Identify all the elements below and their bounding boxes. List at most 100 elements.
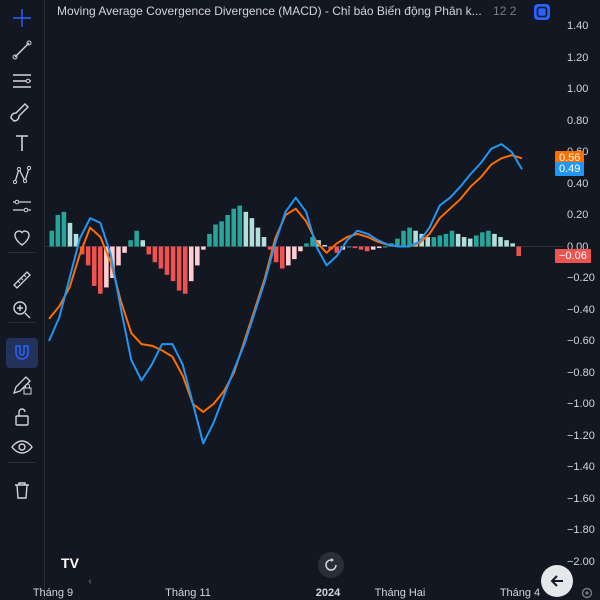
brush-tool-button[interactable]: [6, 98, 38, 128]
histogram-bar: [116, 246, 121, 266]
reset-icon: [325, 558, 337, 571]
histogram-bar: [201, 246, 206, 250]
y-axis-label: −1.20: [567, 429, 595, 442]
histogram-bar: [55, 215, 61, 247]
lock-drawing-tool-button[interactable]: [6, 370, 38, 400]
histogram-bar: [358, 246, 364, 250]
histogram-bar: [261, 237, 267, 247]
histogram-bar: [98, 246, 103, 294]
histogram-bar: [207, 233, 212, 247]
magnet-icon: [15, 345, 29, 360]
horizontal-lines-tool-button[interactable]: [6, 66, 38, 96]
histogram-bar: [134, 230, 139, 247]
histogram-bar: [176, 246, 182, 291]
signal-line[interactable]: [48, 154, 523, 413]
histogram-bar: [61, 211, 67, 247]
histogram-bar: [91, 246, 97, 286]
histogram-bar: [49, 230, 55, 247]
histogram-value-badge: −0.06: [555, 248, 591, 263]
histogram-bar: [213, 224, 218, 247]
histogram-bar: [164, 246, 170, 275]
histogram-bar: [73, 233, 79, 247]
y-axis-label: −0.40: [567, 303, 595, 316]
y-axis-label: −1.60: [567, 492, 595, 505]
indicator-settings-button[interactable]: [531, 1, 553, 23]
indicator-params: 12 26 clos...: [493, 4, 517, 18]
magnet-tool-button[interactable]: [6, 338, 38, 368]
unlock-icon: [15, 408, 29, 426]
ruler-tool-button[interactable]: [6, 265, 38, 295]
histogram-bar: [413, 230, 418, 247]
histogram-bar: [480, 232, 485, 247]
crosshair-icon: [13, 9, 31, 27]
tradingview-logo-icon[interactable]: TV: [61, 555, 79, 571]
back-button[interactable]: [541, 565, 573, 597]
y-axis-label: −0.20: [567, 272, 595, 284]
reset-chart-button[interactable]: [318, 552, 344, 578]
zoom-in-tool-button[interactable]: [6, 295, 38, 325]
pattern-tool-button[interactable]: [6, 160, 38, 190]
forecast-tool-button[interactable]: [6, 191, 38, 221]
lock-drawing-icon: [12, 376, 32, 395]
trash-tool-button[interactable]: [6, 475, 38, 505]
histogram-bar: [255, 227, 261, 247]
settings-box-icon: [534, 4, 550, 20]
histogram-bar: [370, 246, 376, 250]
y-axis-label: 0.20: [567, 209, 589, 221]
text-tool-button[interactable]: [6, 128, 38, 158]
chart-pane[interactable]: Moving Average Covergence Divergence (MA…: [33, 0, 600, 600]
histogram-bar: [473, 235, 479, 247]
macd-chart-canvas[interactable]: [45, 0, 600, 600]
indicator-legend[interactable]: Moving Average Covergence Divergence (MA…: [57, 4, 517, 22]
histogram-bar: [322, 244, 327, 247]
toolbar-divider: [8, 462, 36, 463]
histogram-bar: [346, 246, 352, 248]
collapse-toolbar-icon[interactable]: ‹: [88, 575, 92, 587]
histogram-bar: [267, 246, 273, 250]
macd-value-badge: 0.49: [555, 162, 585, 177]
unlock-tool-button[interactable]: [6, 402, 38, 432]
histogram-bar: [286, 246, 291, 266]
macd-line[interactable]: [48, 143, 523, 445]
histogram-bar: [467, 238, 473, 247]
favorites-heart-icon: [14, 230, 30, 246]
histogram-bar: [437, 235, 443, 247]
eye-tool-button[interactable]: [6, 432, 38, 462]
toolbar-divider: [8, 252, 36, 253]
forecast-icon: [13, 199, 31, 213]
y-axis-label: 1.40: [567, 20, 589, 32]
histogram-bar: [85, 246, 91, 266]
favorites-heart-tool-button[interactable]: [6, 222, 38, 252]
histogram-bar: [455, 233, 461, 247]
x-axis-label: Tháng 4: [499, 587, 541, 599]
crosshair-tool-button[interactable]: [6, 3, 38, 33]
histogram-bar: [498, 237, 503, 247]
y-axis-label: −1.00: [567, 398, 595, 410]
histogram-bar: [407, 227, 412, 247]
histogram-bar: [383, 246, 388, 248]
histogram-bar: [67, 222, 73, 247]
histogram-bar: [231, 208, 236, 247]
histogram-bar: [461, 237, 467, 247]
indicator-title[interactable]: Moving Average Covergence Divergence (MA…: [57, 4, 482, 18]
trend-line-icon: [12, 40, 32, 60]
y-axis-label: −0.80: [567, 366, 595, 379]
histogram-bar: [237, 205, 243, 247]
brush-icon: [10, 103, 29, 122]
histogram-bar: [510, 243, 515, 247]
trend-line-tool-button[interactable]: [6, 35, 38, 65]
histogram-bar: [492, 233, 497, 247]
histogram-bar: [225, 215, 230, 247]
histogram-bar: [443, 233, 449, 247]
histogram-bar: [140, 240, 146, 247]
histogram-bar: [170, 246, 176, 282]
pattern-icon: [12, 165, 32, 185]
gear-icon[interactable]: [580, 586, 594, 600]
histogram-bar: [304, 243, 309, 247]
y-axis-label: −2.00: [567, 555, 595, 568]
histogram-bar: [219, 221, 224, 247]
histogram-bar: [249, 218, 255, 247]
y-axis-label: −1.40: [567, 461, 595, 473]
histogram-bar: [273, 246, 279, 263]
x-axis-label: Tháng Hai: [374, 587, 426, 599]
